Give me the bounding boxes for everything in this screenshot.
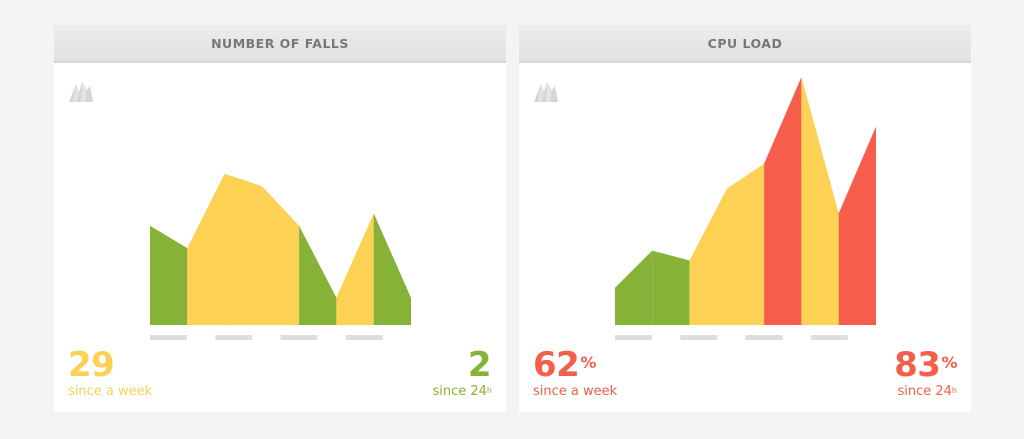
x-tick-label [745,335,783,340]
area-segment [224,173,262,325]
cpu-week-label: since a week [533,384,618,399]
falls-panel-title: NUMBER OF FALLS [211,35,349,51]
x-tick-label [810,335,848,340]
cpu-24h-value: 83% [894,345,957,385]
cpu-24h-stat: 83% since 24h [894,347,957,400]
cpu-panel-title: CPU LOAD [707,35,783,51]
falls-week-value: 29 [68,345,115,385]
cpu-week-stat: 62% since a week [533,347,617,400]
cpu-area-chart [615,77,876,340]
area-segment [764,77,802,325]
cpu-panel: CPU LOAD 62% since a week 83% since 24h [519,25,971,412]
area-segment [299,225,337,325]
area-segment [801,77,839,325]
falls-panel: NUMBER OF FALLS 29 since a week 2 since … [54,25,506,412]
area-segment [838,126,876,325]
area-segment [726,163,765,325]
falls-week-label: since a week [68,384,153,399]
falls-24h-value: 2 [467,345,492,385]
area-segment [150,225,188,325]
x-tick-label [150,335,187,340]
falls-24h-stat: 2 since 24h [432,347,492,400]
x-tick-label [680,335,718,340]
cpu-panel-header: CPU LOAD [519,25,971,63]
falls-24h-label: since 24h [432,384,492,399]
mountain-icon [69,82,93,102]
falls-week-stat: 29 since a week [68,347,152,400]
x-tick-label [615,335,652,340]
area-segment [336,213,374,325]
area-segment [187,173,225,325]
mountain-icon [534,82,558,102]
x-tick-label [280,335,318,340]
area-segment [373,213,411,325]
area-segment [261,186,300,325]
cpu-week-value: 62% [533,345,596,385]
cpu-24h-label: since 24h [897,384,957,399]
area-segment [615,250,653,325]
area-segment [689,188,727,325]
x-tick-label [215,335,253,340]
falls-area-chart [150,173,411,340]
falls-panel-header: NUMBER OF FALLS [54,25,506,63]
area-segment [652,250,690,325]
x-tick-label [345,335,383,340]
